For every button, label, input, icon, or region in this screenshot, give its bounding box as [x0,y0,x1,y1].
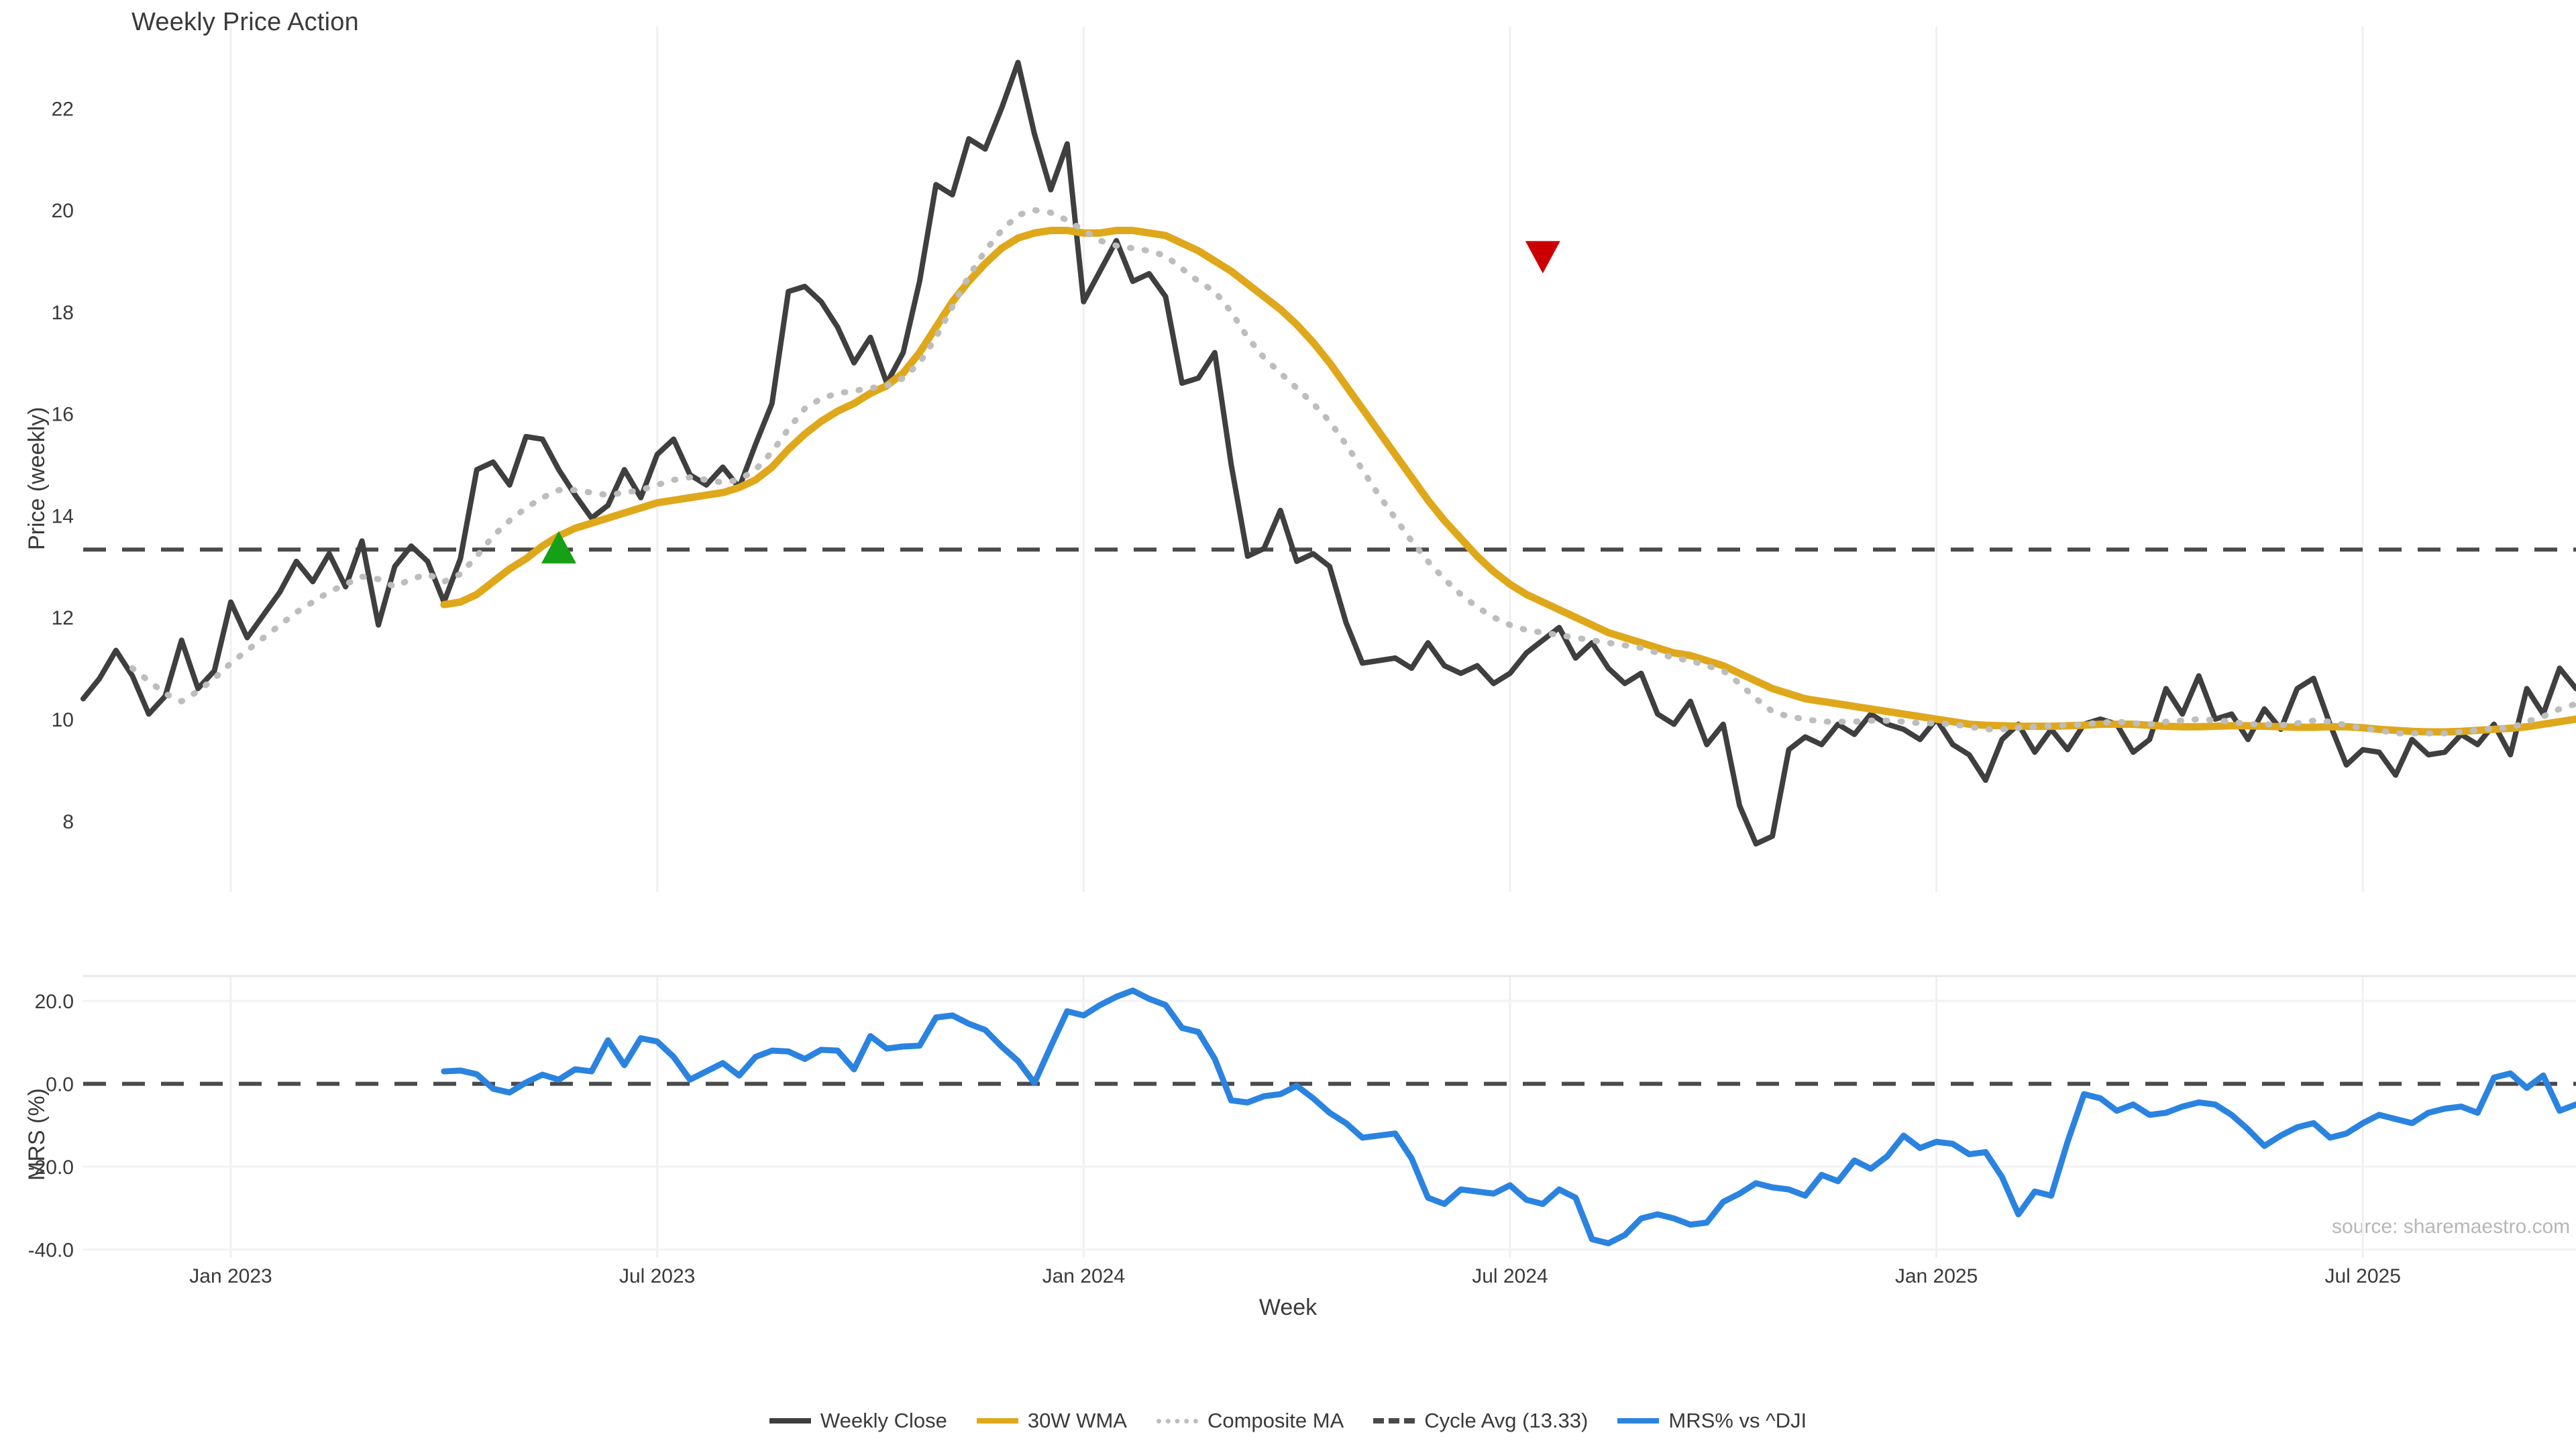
legend-swatch-icon [1617,1418,1660,1424]
mrs-y-tick-label: -40.0 [28,1240,74,1262]
price-series-weekly-close [80,60,2576,847]
price-y-tick-label: 18 [52,302,74,324]
legend-label: Cycle Avg (13.33) [1424,1409,1589,1432]
mrs-y-tick-label: -20.0 [28,1157,74,1179]
legend-item-mrs-vs-dji[interactable]: MRS% vs ^DJI [1617,1409,1807,1433]
source-watermark: source: sharemaestro.com [2332,1216,2571,1238]
mrs-series-line [441,987,2576,1246]
price-series-30w-wma [440,227,2576,736]
legend-item-30w-wma[interactable]: 30W WMA [976,1409,1127,1433]
price-y-tick-label: 12 [52,607,74,629]
x-tick-label: Jan 2023 [189,1265,272,1287]
x-axis-label: Week [1258,1295,1318,1320]
price-series-composite-ma [129,207,2576,737]
price-y-tick-label: 8 [62,811,74,833]
legend-item-cycle-avg-13-33[interactable]: Cycle Avg (13.33) [1373,1409,1588,1433]
page-title: Weekly Price Action [131,8,359,36]
mrs-y-tick-label: 0.0 [46,1074,74,1096]
chart-legend: Weekly Close 30W WMA Composite MA Cycle Avg… [0,1409,2576,1433]
x-tick-label: Jul 2024 [1472,1265,1548,1287]
x-tick-label: Jan 2025 [1895,1265,1978,1287]
legend-item-composite-ma[interactable]: Composite MA [1156,1409,1344,1433]
legend-item-weekly-close[interactable]: Weekly Close [769,1409,947,1433]
mrs-y-tick-label: 20.0 [35,991,74,1013]
legend-label: Composite MA [1207,1409,1344,1432]
legend-swatch-icon [1156,1418,1198,1424]
x-tick-label: Jan 2024 [1042,1265,1125,1287]
price-y-tick-label: 20 [52,200,74,222]
legend-swatch-icon [976,1418,1018,1424]
price-y-tick-label: 22 [52,98,74,120]
price-y-tick-label: 16 [52,404,74,426]
legend-swatch-icon [1373,1418,1415,1424]
marker-sell-signal[interactable] [1525,241,1560,274]
legend-label: 30W WMA [1027,1409,1127,1432]
x-tick-label: Jul 2023 [619,1265,695,1287]
legend-label: Weekly Close [820,1409,947,1432]
price-y-tick-label: 14 [52,505,74,527]
legend-label: MRS% vs ^DJI [1668,1409,1807,1432]
legend-swatch-icon [769,1418,811,1424]
marker-buy-signal[interactable] [541,531,576,564]
x-tick-label: Jul 2025 [2324,1265,2400,1287]
price-y-tick-label: 10 [52,709,74,731]
